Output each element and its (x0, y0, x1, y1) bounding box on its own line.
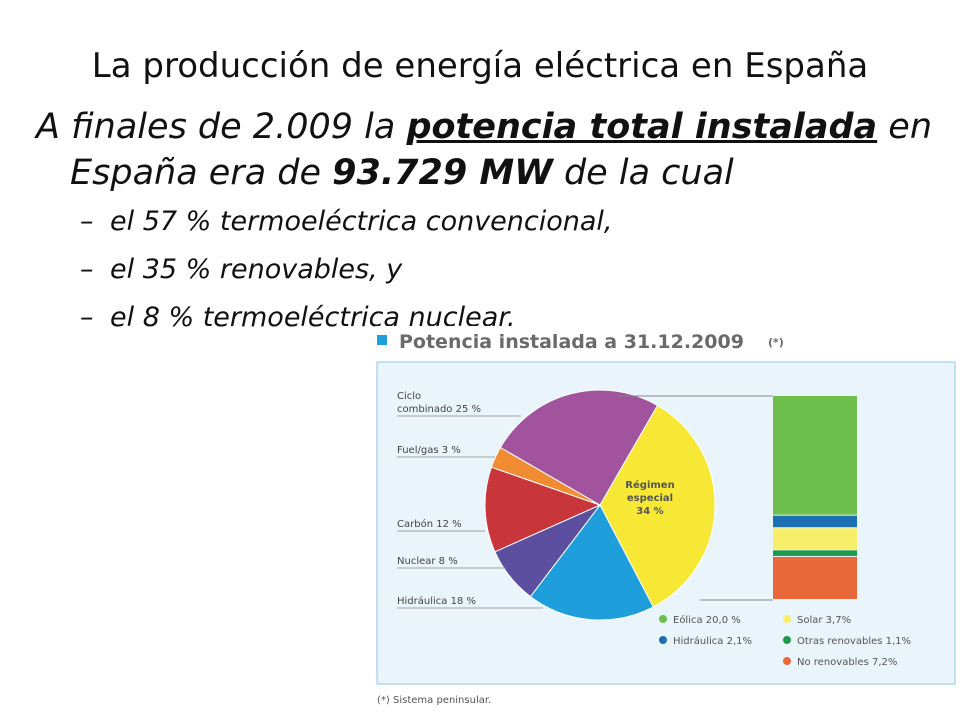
legend-swatch-no-renovables (783, 657, 791, 665)
slide-title: La producción de energía eléctrica en Es… (91, 46, 869, 86)
chart-title-marker (377, 335, 387, 345)
chart-footnote: (*) Sistema peninsular. (377, 695, 491, 706)
main-text-part1: A finales de 2.009 la (36, 107, 407, 147)
label-regimen-line2: especial (627, 493, 673, 504)
label-hidraulica: Hidráulica 18 % (397, 595, 476, 607)
label-ciclo-line1: Ciclo (397, 391, 421, 402)
legend-label-no-renovables: No renovables 7,2% (797, 657, 897, 668)
main-text-underlined: potencia total instalada (406, 107, 878, 147)
bar-segment-e-lica (773, 396, 857, 515)
chart-panel: Potencia instalada a 31.12.2009 (*) Cicl… (375, 326, 960, 720)
bar-segment-otras-renovables (773, 550, 857, 556)
sub-bullet-1: – el 57 % termoeléctrica convencional, (80, 206, 613, 237)
legend-label-e-lica: Eólica 20,0 % (673, 614, 741, 626)
label-nuclear: Nuclear 8 % (397, 556, 458, 567)
pie-slice-ciclo-combinado (499, 389, 659, 506)
main-text-line2: España era de 93.729 MW de la cual (70, 153, 734, 193)
legend-label-otras-renovables: Otras renovables 1,1% (797, 636, 911, 647)
legend-label-solar: Solar 3,7% (797, 615, 851, 626)
main-bullet: A finales de 2.009 la potencia total ins… (36, 104, 936, 196)
label-carbon: Carbón 12 % (397, 518, 462, 530)
label-ciclo-line2: combinado 25 % (397, 404, 481, 415)
legend-label-hidr-ulica: Hidráulica 2,1% (673, 635, 752, 647)
main-text-part2: en (877, 107, 933, 147)
bar-segment-solar (773, 528, 857, 550)
legend-swatch-e-lica (659, 615, 667, 623)
label-regimen-line1: Régimen (625, 479, 674, 491)
label-regimen-line3: 34 % (636, 506, 663, 517)
chart-title-note: (*) (768, 336, 784, 349)
bar-segment-hidr-ulica (773, 515, 857, 528)
legend-swatch-solar (783, 615, 791, 623)
label-fuel: Fuel/gas 3 % (397, 445, 461, 456)
pie-slice-carb-n (484, 466, 602, 553)
legend-swatch-otras-renovables (783, 636, 791, 644)
pie-chart: Potencia instalada a 31.12.2009 (*) Cicl… (375, 326, 960, 720)
pie-slice-hidr-ulica (529, 504, 654, 621)
chart-title: Potencia instalada a 31.12.2009 (399, 331, 744, 353)
sub-bullet-2: – el 35 % renovables, y (80, 254, 403, 285)
bar-segment-no-renovables (773, 556, 857, 599)
total-power-value: 93.729 MW (332, 153, 553, 193)
legend-swatch-hidr-ulica (659, 636, 667, 644)
